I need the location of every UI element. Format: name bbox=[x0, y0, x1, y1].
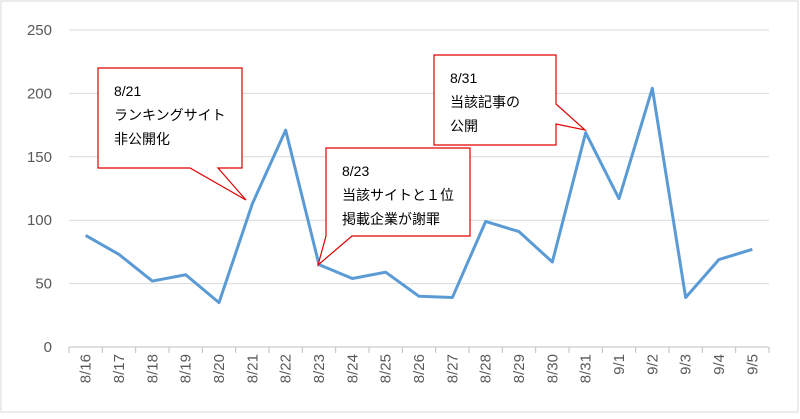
callout-box bbox=[97, 67, 247, 201]
callout-text: 公開 bbox=[450, 118, 478, 134]
x-tick-label: 9/4 bbox=[711, 354, 728, 375]
callout-text: 当該サイトと１位 bbox=[342, 187, 454, 203]
callout-box bbox=[316, 147, 471, 267]
x-tick-label: 8/26 bbox=[411, 354, 428, 383]
x-tick-label: 8/19 bbox=[178, 354, 195, 383]
y-tick-label: 150 bbox=[27, 149, 52, 166]
y-tick-label: 100 bbox=[27, 212, 52, 229]
y-tick-label: 200 bbox=[27, 85, 52, 102]
x-tick-label: 9/2 bbox=[644, 354, 661, 375]
callout-text: 8/21 bbox=[114, 83, 141, 99]
x-tick-label: 8/31 bbox=[578, 354, 595, 383]
callout-text: 8/23 bbox=[342, 163, 369, 179]
x-tick-label: 8/29 bbox=[511, 354, 528, 383]
x-tick-label: 9/5 bbox=[744, 354, 761, 375]
y-tick-label: 50 bbox=[35, 276, 52, 293]
callout-text: 8/31 bbox=[450, 70, 477, 86]
x-tick-label: 8/28 bbox=[478, 354, 495, 383]
x-tick-label: 8/20 bbox=[211, 354, 228, 383]
y-tick-label: 250 bbox=[27, 22, 52, 39]
x-tick-label: 8/23 bbox=[311, 354, 328, 383]
x-tick-label: 8/17 bbox=[111, 354, 128, 383]
callout-text: 掲載企業が謝罪 bbox=[342, 211, 440, 227]
callout-text: 当該記事の bbox=[450, 94, 520, 110]
x-tick-label: 8/22 bbox=[278, 354, 295, 383]
x-tick-label: 8/27 bbox=[444, 354, 461, 383]
x-tick-label: 8/21 bbox=[244, 354, 261, 383]
x-tick-label: 8/25 bbox=[378, 354, 395, 383]
x-tick-label: 8/16 bbox=[78, 354, 95, 383]
data-line bbox=[84, 86, 753, 305]
callout-text: ランキングサイト bbox=[114, 107, 226, 123]
x-tick-label: 8/24 bbox=[344, 354, 361, 383]
x-tick-label: 8/18 bbox=[144, 354, 161, 383]
x-tick-label: 9/3 bbox=[678, 354, 695, 375]
callout-box bbox=[433, 54, 588, 146]
callout-text: 非公開化 bbox=[114, 131, 170, 147]
x-tick-label: 8/30 bbox=[544, 354, 561, 383]
x-tick-label: 9/1 bbox=[611, 354, 628, 375]
y-tick-label: 0 bbox=[44, 339, 52, 356]
